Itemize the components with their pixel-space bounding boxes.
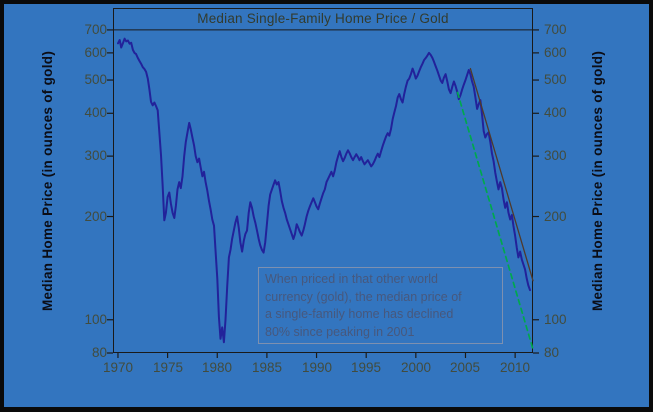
y-tick-label-left: 400 — [84, 105, 107, 120]
y-tick-label-right: 300 — [544, 148, 567, 163]
y-tick-label-left: 200 — [84, 209, 107, 224]
y-tick-label-left: 600 — [84, 45, 107, 60]
y-axis-title-left: Median Home Price (in ounces of gold) — [40, 50, 55, 311]
y-tick-label-right: 100 — [544, 312, 567, 327]
annotation-line: 80% since peaking in 2001 — [265, 324, 415, 339]
x-tick-label: 1970 — [102, 360, 134, 375]
y-tick-label-left: 700 — [84, 22, 107, 37]
y-tick-label-left: 300 — [84, 148, 107, 163]
y-tick-label-right: 500 — [544, 72, 567, 87]
y-tick-label-right: 600 — [544, 45, 567, 60]
channel-lower-trendline-line — [456, 91, 534, 351]
annotation-line: When priced in that other world — [265, 272, 439, 286]
x-tick-label: 1985 — [251, 360, 283, 375]
y-tick-label-right: 400 — [544, 105, 567, 120]
annotation-line: currency (gold), the median price of — [265, 289, 462, 304]
y-tick-label-right: 200 — [544, 209, 567, 224]
y-tick-label-right: 80 — [544, 345, 560, 360]
x-tick-label: 2010 — [499, 360, 531, 375]
chart-canvas: Median Home Price (in ounces of gold) Me… — [4, 4, 649, 407]
median-home-price-in-gold-line — [117, 37, 531, 344]
y-tick-label-left: 500 — [84, 72, 107, 87]
chart-title: Median Single-Family Home Price / Gold — [197, 11, 449, 26]
annotation-line: a single-family home has declined — [265, 307, 454, 321]
x-tick-label: 1975 — [152, 360, 184, 375]
x-tick-label: 1995 — [350, 360, 382, 375]
channel-upper-trendline-line — [469, 67, 534, 282]
x-tick-label: 2000 — [400, 360, 432, 375]
y-tick-label-left: 100 — [84, 312, 107, 327]
chart-svg — [107, 8, 539, 358]
x-tick-label: 2005 — [449, 360, 481, 375]
plot-border — [113, 8, 533, 353]
plot-area: Median Single-Family Home Price / Gold — [107, 8, 539, 358]
x-tick-label: 1990 — [301, 360, 333, 375]
y-axis-title-right: Median Home Price (in ounces of gold) — [590, 50, 605, 311]
y-tick-label-left: 80 — [91, 345, 107, 360]
x-tick-label: 1980 — [201, 360, 233, 375]
annotation-box: When priced in that other world currency … — [258, 267, 503, 344]
y-tick-label-right: 700 — [544, 22, 567, 37]
